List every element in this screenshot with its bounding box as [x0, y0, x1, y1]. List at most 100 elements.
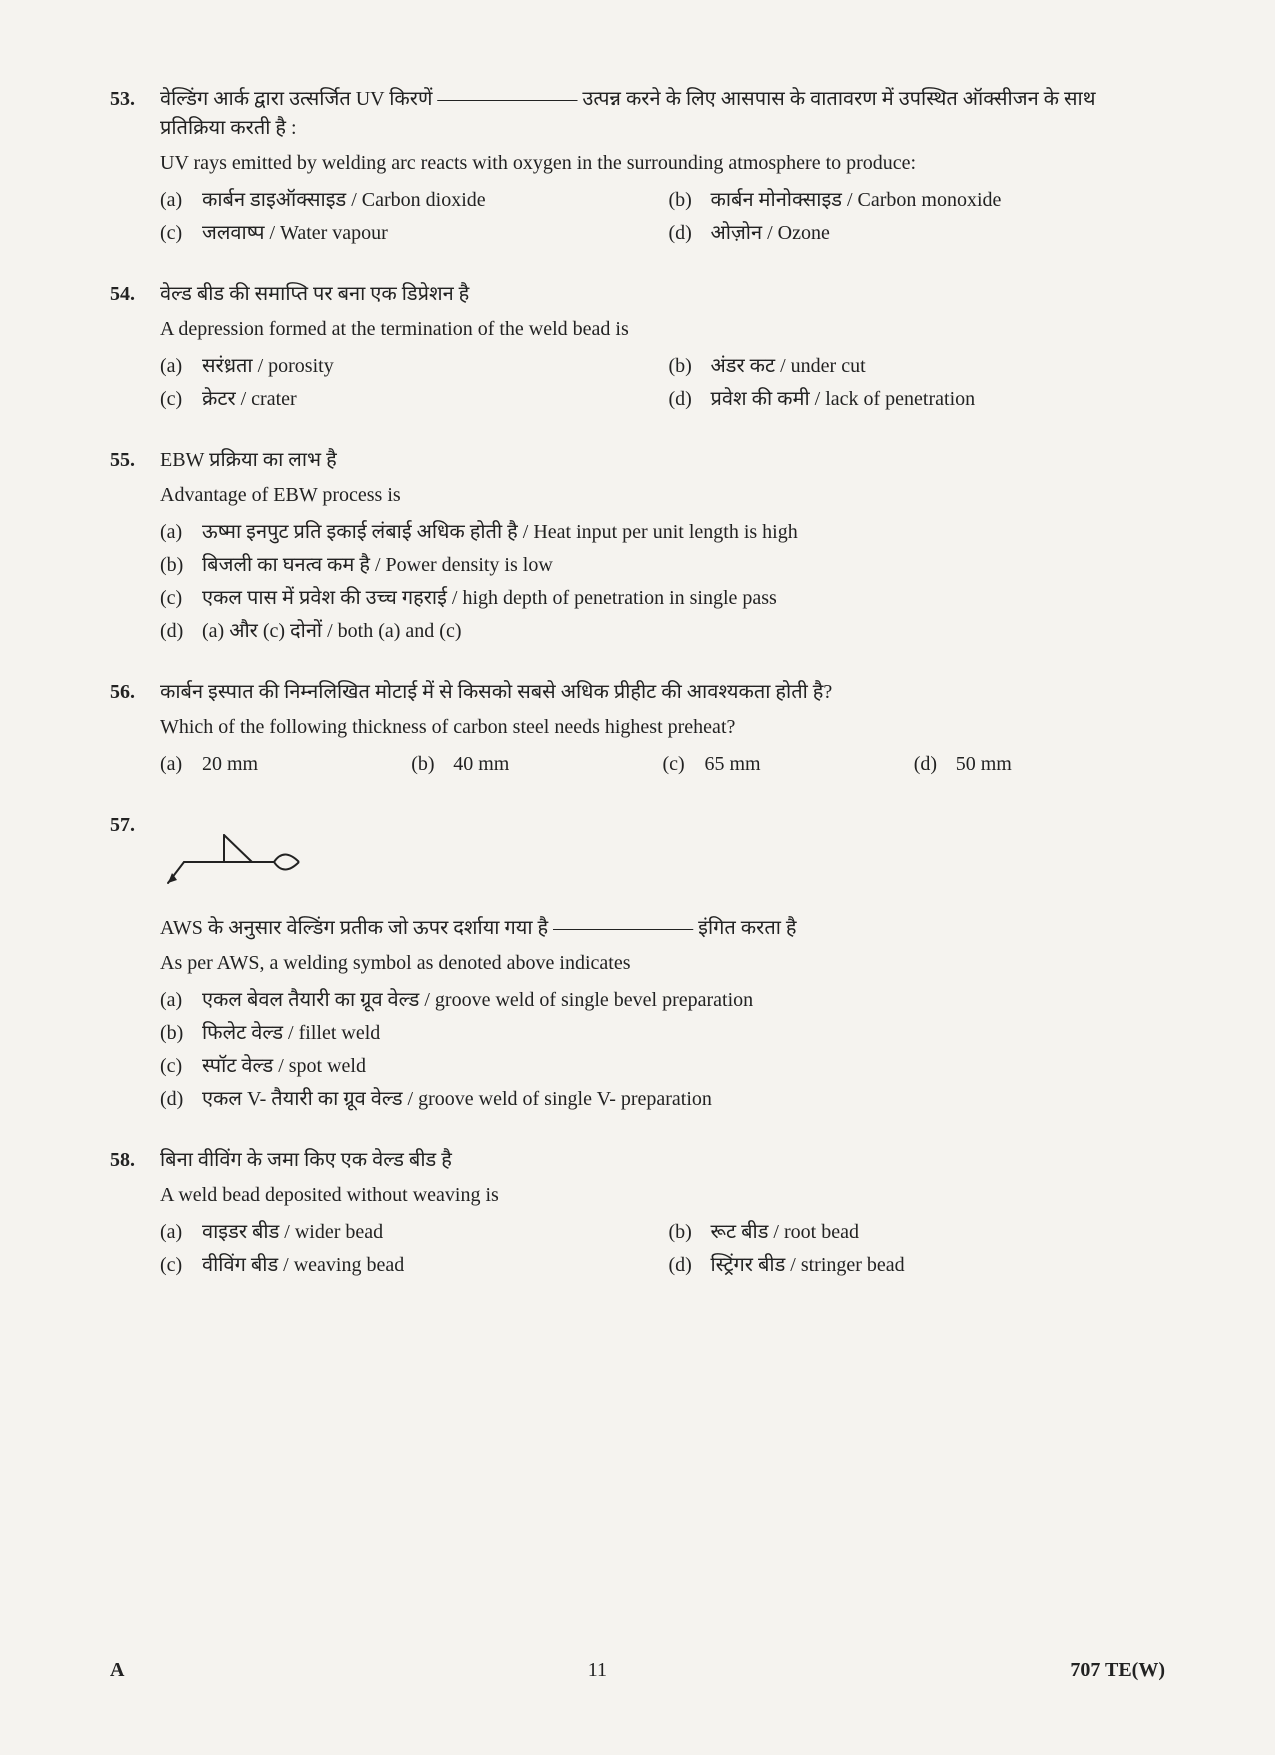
option-text: फिलेट वेल्ड / fillet weld	[202, 1019, 380, 1048]
option-marker: (b)	[669, 186, 711, 215]
question-58: 58. बिना वीविंग के जमा किए एक वेल्ड बीड …	[110, 1146, 1165, 1284]
option-text: ऊष्मा इनपुट प्रति इकाई लंबाई अधिक होती ह…	[202, 518, 798, 547]
option-marker: (d)	[669, 1251, 711, 1280]
question-body: बिना वीविंग के जमा किए एक वेल्ड बीड है A…	[160, 1146, 1165, 1284]
option-d: (d)ओज़ोन / Ozone	[663, 219, 1166, 248]
question-number: 56.	[110, 678, 160, 783]
option-text: (a) और (c) दोनों / both (a) and (c)	[202, 617, 462, 646]
option-text: 50 mm	[956, 750, 1012, 779]
option-text: स्पॉट वेल्ड / spot weld	[202, 1052, 366, 1081]
option-marker: (d)	[160, 1085, 202, 1114]
question-number: 57.	[110, 811, 160, 1118]
option-b: (b)कार्बन मोनोक्साइड / Carbon monoxide	[663, 186, 1166, 215]
stem-hindi: AWS के अनुसार वेल्डिंग प्रतीक जो ऊपर दर्…	[160, 914, 1165, 943]
option-text: ओज़ोन / Ozone	[711, 219, 830, 248]
option-text: स्ट्रिंगर बीड / stringer bead	[711, 1251, 905, 1280]
stem-english: Which of the following thickness of carb…	[160, 713, 1165, 742]
option-d: (d)प्रवेश की कमी / lack of penetration	[663, 385, 1166, 414]
options: (a)एकल बेवल तैयारी का ग्रूव वेल्ड / groo…	[160, 986, 1165, 1114]
option-text: बिजली का घनत्व कम है / Power density is …	[202, 551, 553, 580]
option-text: प्रवेश की कमी / lack of penetration	[711, 385, 976, 414]
option-marker: (c)	[160, 584, 202, 613]
option-marker: (a)	[160, 518, 202, 547]
option-text: एकल V- तैयारी का ग्रूव वेल्ड / groove we…	[202, 1085, 712, 1114]
options: (a)सरंध्रता / porosity (b)अंडर कट / unde…	[160, 352, 1165, 418]
option-text: 40 mm	[453, 750, 509, 779]
option-a: (a)सरंध्रता / porosity	[160, 352, 663, 381]
option-d: (d)(a) और (c) दोनों / both (a) and (c)	[160, 617, 1165, 646]
option-b: (b)40 mm	[411, 750, 662, 779]
option-text: एकल बेवल तैयारी का ग्रूव वेल्ड / groove …	[202, 986, 753, 1015]
welding-symbol-svg	[164, 817, 324, 887]
option-text: कार्बन मोनोक्साइड / Carbon monoxide	[711, 186, 1002, 215]
stem-hindi: वेल्डिंग आर्क द्वारा उत्सर्जित UV किरणें…	[160, 85, 1165, 143]
option-text: अंडर कट / under cut	[711, 352, 866, 381]
page-footer: A 11 707 TE(W)	[110, 1656, 1165, 1685]
question-56: 56. कार्बन इस्पात की निम्नलिखित मोटाई मे…	[110, 678, 1165, 783]
question-number: 55.	[110, 446, 160, 650]
option-text: क्रेटर / crater	[202, 385, 297, 414]
option-a: (a)20 mm	[160, 750, 411, 779]
option-text: कार्बन डाइऑक्साइड / Carbon dioxide	[202, 186, 486, 215]
option-d: (d)50 mm	[914, 750, 1165, 779]
option-marker: (c)	[160, 219, 202, 248]
question-body: EBW प्रक्रिया का लाभ है Advantage of EBW…	[160, 446, 1165, 650]
option-b: (b)फिलेट वेल्ड / fillet weld	[160, 1019, 1165, 1048]
stem-english: As per AWS, a welding symbol as denoted …	[160, 949, 1165, 978]
option-marker: (d)	[160, 617, 202, 646]
option-marker: (c)	[160, 385, 202, 414]
options: (a)वाइडर बीड / wider bead (b)रूट बीड / r…	[160, 1218, 1165, 1284]
option-marker: (c)	[160, 1251, 202, 1280]
question-body: वेल्ड बीड की समाप्ति पर बना एक डिप्रेशन …	[160, 280, 1165, 418]
question-55: 55. EBW प्रक्रिया का लाभ है Advantage of…	[110, 446, 1165, 650]
question-number: 58.	[110, 1146, 160, 1284]
option-marker: (b)	[160, 551, 202, 580]
option-text: एकल पास में प्रवेश की उच्च गहराई / high …	[202, 584, 777, 613]
option-text: वाइडर बीड / wider bead	[202, 1218, 383, 1247]
option-c: (c)जलवाष्प / Water vapour	[160, 219, 663, 248]
question-number: 53.	[110, 85, 160, 252]
option-a: (a)ऊष्मा इनपुट प्रति इकाई लंबाई अधिक होत…	[160, 518, 1165, 547]
option-marker: (a)	[160, 750, 202, 779]
question-body: AWS के अनुसार वेल्डिंग प्रतीक जो ऊपर दर्…	[160, 811, 1165, 1118]
option-c: (c)65 mm	[663, 750, 914, 779]
option-marker: (b)	[411, 750, 453, 779]
stem-english: A depression formed at the termination o…	[160, 315, 1165, 344]
stem-hindi: कार्बन इस्पात की निम्नलिखित मोटाई में से…	[160, 678, 1165, 707]
question-57: 57. AWS के अनुसार वेल्डिंग प्रतीक जो ऊपर…	[110, 811, 1165, 1118]
option-d: (d)एकल V- तैयारी का ग्रूव वेल्ड / groove…	[160, 1085, 1165, 1114]
option-d: (d)स्ट्रिंगर बीड / stringer bead	[663, 1251, 1166, 1280]
question-54: 54. वेल्ड बीड की समाप्ति पर बना एक डिप्र…	[110, 280, 1165, 418]
option-b: (b)रूट बीड / root bead	[663, 1218, 1166, 1247]
option-marker: (b)	[669, 352, 711, 381]
option-c: (c)स्पॉट वेल्ड / spot weld	[160, 1052, 1165, 1081]
options: (a)कार्बन डाइऑक्साइड / Carbon dioxide (b…	[160, 186, 1165, 252]
stem-hindi: वेल्ड बीड की समाप्ति पर बना एक डिप्रेशन …	[160, 280, 1165, 309]
question-53: 53. वेल्डिंग आर्क द्वारा उत्सर्जित UV कि…	[110, 85, 1165, 252]
options: (a)ऊष्मा इनपुट प्रति इकाई लंबाई अधिक होत…	[160, 518, 1165, 646]
option-c: (c)क्रेटर / crater	[160, 385, 663, 414]
option-text: जलवाष्प / Water vapour	[202, 219, 388, 248]
exam-page: 53. वेल्डिंग आर्क द्वारा उत्सर्जित UV कि…	[0, 0, 1275, 1755]
option-marker: (a)	[160, 1218, 202, 1247]
option-text: 65 mm	[705, 750, 761, 779]
paper-code: 707 TE(W)	[1070, 1656, 1165, 1685]
option-marker: (d)	[669, 385, 711, 414]
option-c: (c)एकल पास में प्रवेश की उच्च गहराई / hi…	[160, 584, 1165, 613]
question-body: कार्बन इस्पात की निम्नलिखित मोटाई में से…	[160, 678, 1165, 783]
option-marker: (b)	[160, 1019, 202, 1048]
stem-hindi: बिना वीविंग के जमा किए एक वेल्ड बीड है	[160, 1146, 1165, 1175]
option-a: (a)वाइडर बीड / wider bead	[160, 1218, 663, 1247]
option-text: 20 mm	[202, 750, 258, 779]
option-marker: (d)	[914, 750, 956, 779]
page-number: 11	[588, 1656, 607, 1685]
options: (a)20 mm (b)40 mm (c)65 mm (d)50 mm	[160, 750, 1165, 783]
stem-english: A weld bead deposited without weaving is	[160, 1181, 1165, 1210]
option-marker: (b)	[669, 1218, 711, 1247]
option-text: सरंध्रता / porosity	[202, 352, 334, 381]
set-code: A	[110, 1656, 124, 1685]
option-text: रूट बीड / root bead	[711, 1218, 859, 1247]
question-body: वेल्डिंग आर्क द्वारा उत्सर्जित UV किरणें…	[160, 85, 1165, 252]
option-marker: (a)	[160, 186, 202, 215]
stem-hindi: EBW प्रक्रिया का लाभ है	[160, 446, 1165, 475]
